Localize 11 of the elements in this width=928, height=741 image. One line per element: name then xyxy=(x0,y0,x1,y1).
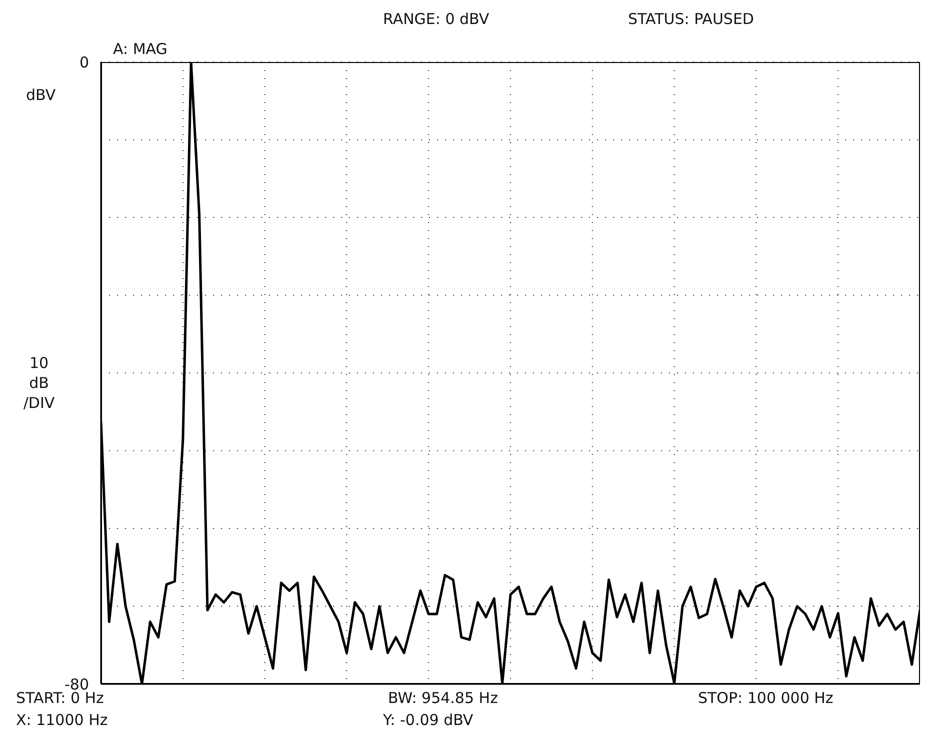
text: START: 0 Hz xyxy=(16,689,104,707)
y-tick-label: 0 xyxy=(79,53,89,72)
chart-subtitle: STATUS: PAUSED xyxy=(628,10,754,28)
text: BW: 954.85 Hz xyxy=(388,689,498,707)
y-axis-title: 10 dB /DIV xyxy=(22,353,56,413)
text: STOP: 100 000 Hz xyxy=(698,689,834,707)
text: A: MAG xyxy=(113,40,168,58)
text: dBV xyxy=(26,86,56,104)
text: Y: -0.09 dBV xyxy=(383,711,474,729)
text: X: 11000 Hz xyxy=(16,711,108,729)
chart-title: RANGE: 0 dBV xyxy=(383,10,490,28)
